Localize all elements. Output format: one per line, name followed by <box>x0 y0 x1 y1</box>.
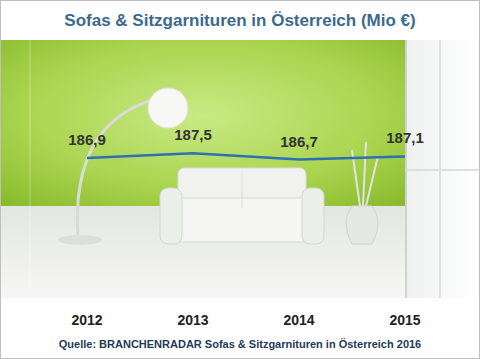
x-tick-label: 2014 <box>283 312 314 328</box>
x-tick-label: 2012 <box>71 312 102 328</box>
chart-border <box>1 1 480 359</box>
data-label: 186,7 <box>280 133 318 150</box>
lamp-shade <box>148 88 188 128</box>
data-label: 186,9 <box>68 131 106 148</box>
lamp-arm <box>77 98 160 238</box>
sofa-arm <box>302 188 324 244</box>
x-tick-label: 2015 <box>389 312 420 328</box>
background-scene <box>1 40 479 298</box>
sofa-arm <box>160 188 182 244</box>
chart-svg: Sofas & Sitzgarnituren in Österreich (Mi… <box>0 0 480 359</box>
data-label: 187,5 <box>174 126 212 143</box>
vase-branches <box>352 142 378 206</box>
sofa-seam <box>242 172 243 208</box>
chart-title: Sofas & Sitzgarnituren in Österreich (Mi… <box>64 11 415 30</box>
vase <box>346 206 378 244</box>
window <box>406 40 479 298</box>
plot-area <box>87 153 405 159</box>
source-note: Quelle: BRANCHENRADAR Sofas & Sitzgarnit… <box>59 338 421 350</box>
lamp-base <box>58 235 102 245</box>
data-label: 187,1 <box>386 129 424 146</box>
window-frame <box>406 169 479 171</box>
chart-container: Sofas & Sitzgarnituren in Österreich (Mi… <box>0 0 480 359</box>
y-axis-line <box>30 40 31 290</box>
data-line <box>87 153 405 159</box>
x-tick-label: 2013 <box>177 312 208 328</box>
